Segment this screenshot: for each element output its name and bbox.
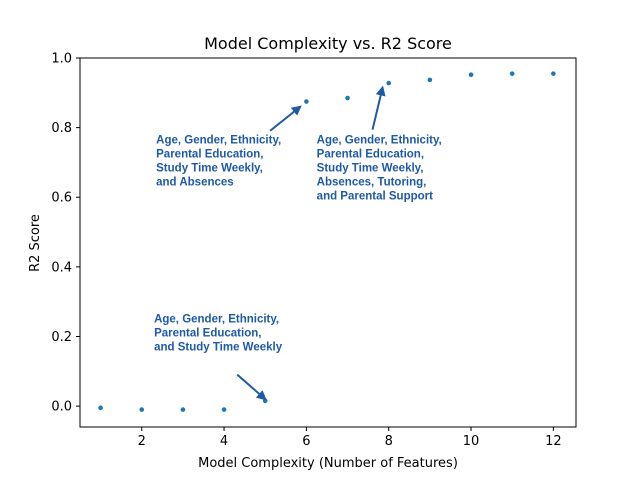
annotation-text: Age, Gender, Ethnicity, Parental Educatio… [156,134,281,188]
x-tick-label: 4 [220,434,228,449]
annotation-line: and Absences [156,176,234,188]
y-tick-label: 1.0 [51,52,72,67]
y-tick-label: 0.8 [51,121,72,136]
chart-title: Model Complexity vs. R2 Score [204,34,452,53]
annotation-arrow [371,85,386,130]
annotation-line: Parental Education, [154,328,261,340]
y-tick-label: 0.4 [51,260,72,275]
data-point [386,80,392,86]
annotation-arrow [269,105,302,132]
annotation-line: and Study Time Weekly [154,342,283,354]
data-point [262,398,268,404]
data-point [221,407,227,412]
x-tick-label: 6 [302,434,310,449]
annotation-text: Age, Gender, Ethnicity, Parental Educatio… [317,134,442,202]
annotation-line: Age, Gender, Ethnicity, [154,314,279,326]
x-tick-label: 12 [545,434,562,449]
annotation-line: and Parental Support [317,190,433,202]
data-point [427,77,433,83]
annotation-line: Absences, Tutoring, [317,176,427,188]
data-point [304,99,309,104]
data-point [509,71,515,76]
annotation-arrow [236,373,267,401]
data-point [345,95,350,101]
data-point [139,407,145,412]
annotation-line: Age, Gender, Ethnicity, [156,134,281,146]
data-point [180,407,186,412]
annotation-line: Study Time Weekly, [317,162,424,174]
x-tick-label: 8 [385,434,393,449]
annotation-line: Study Time Weekly, [156,162,263,174]
x-tick-label: 2 [138,434,146,449]
y-tick-label: 0.2 [51,330,72,345]
data-point [551,71,556,76]
y-axis-label: R2 Score [28,214,43,272]
annotation-line: Parental Education, [156,148,263,160]
annotation-line: Parental Education, [317,148,424,160]
annotation-text: Age, Gender, Ethnicity, Parental Educatio… [154,314,283,354]
plot-frame [79,57,577,428]
annotation-line: Age, Gender, Ethnicity, [317,134,442,146]
data-point [98,405,103,411]
y-tick-label: 0.6 [51,191,72,206]
y-tick-label: 0.0 [51,400,72,415]
x-axis-label: Model Complexity (Number of Features) [198,456,458,471]
x-tick-label: 10 [463,434,480,449]
data-point [468,72,474,78]
